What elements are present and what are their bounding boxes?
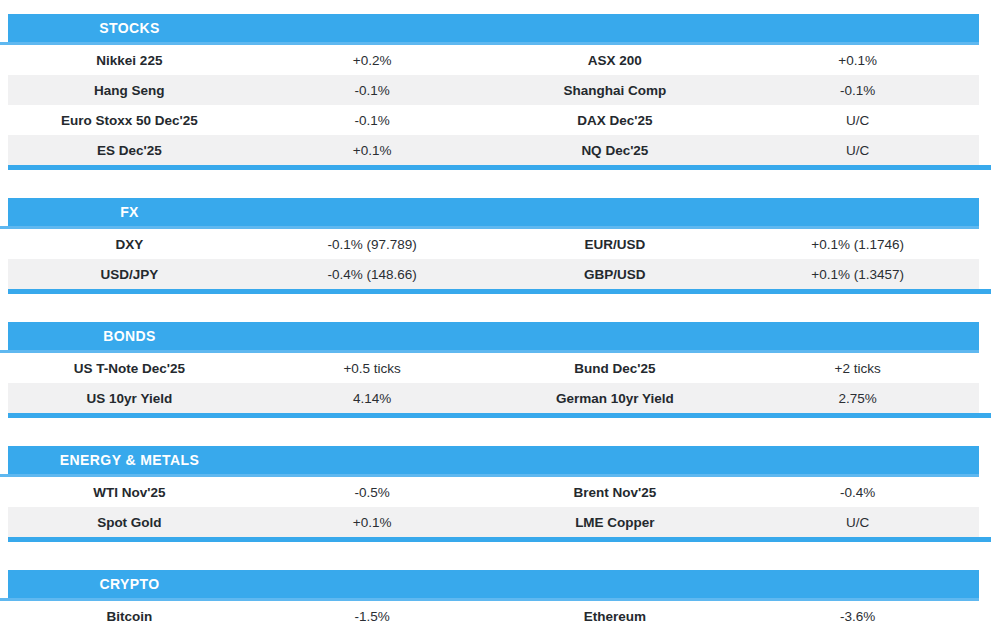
instrument-name: LME Copper [494, 515, 737, 530]
section-bottom-rule [8, 165, 991, 170]
instrument-change: -0.1% [736, 83, 979, 98]
instrument-name: Nikkei 225 [8, 53, 251, 68]
table-row: DXY-0.1% (97.789)EUR/USD+0.1% (1.1746) [8, 229, 979, 259]
instrument-name: German 10yr Yield [494, 391, 737, 406]
table-row: WTI Nov'25-0.5%Brent Nov'25-0.4% [8, 477, 979, 507]
section-title: CRYPTO [8, 576, 251, 592]
instrument-name: ASX 200 [494, 53, 737, 68]
instrument-change: -0.1% (97.789) [251, 237, 494, 252]
instrument-change: -3.6% [736, 609, 979, 624]
section-title: STOCKS [8, 20, 251, 36]
table-row: Bitcoin-1.5%Ethereum-3.6% [8, 601, 979, 631]
table-row: Hang Seng-0.1%Shanghai Comp-0.1% [8, 75, 979, 105]
instrument-name: DAX Dec'25 [494, 113, 737, 128]
instrument-change: +0.1% (1.3457) [736, 267, 979, 282]
instrument-change: -0.5% [251, 485, 494, 500]
instrument-name: Euro Stoxx 50 Dec'25 [8, 113, 251, 128]
section-title: ENERGY & METALS [8, 452, 251, 468]
instrument-change: 2.75% [736, 391, 979, 406]
section-bottom-rule [8, 413, 991, 418]
instrument-change: +0.1% [251, 143, 494, 158]
instrument-change: U/C [736, 143, 979, 158]
instrument-name: NQ Dec'25 [494, 143, 737, 158]
instrument-change: +0.5 ticks [251, 361, 494, 376]
instrument-change: 4.14% [251, 391, 494, 406]
section-title: BONDS [8, 328, 251, 344]
instrument-name: EUR/USD [494, 237, 737, 252]
section-title: FX [8, 204, 251, 220]
instrument-name: ES Dec'25 [8, 143, 251, 158]
section-header-bar: STOCKS [8, 14, 979, 42]
instrument-change: -0.1% [251, 83, 494, 98]
instrument-change: -0.4% [736, 485, 979, 500]
instrument-name: GBP/USD [494, 267, 737, 282]
instrument-name: Spot Gold [8, 515, 251, 530]
instrument-name: Bund Dec'25 [494, 361, 737, 376]
section-header-bar: BONDS [8, 322, 979, 350]
market-section: FX DXY-0.1% (97.789)EUR/USD+0.1% (1.1746)… [0, 198, 991, 294]
instrument-change: +0.1% [251, 515, 494, 530]
instrument-name: Ethereum [494, 609, 737, 624]
instrument-change: +0.1% (1.1746) [736, 237, 979, 252]
market-wrap-page: STOCKSNikkei 225+0.2%ASX 200+0.1%Hang Se… [0, 0, 991, 631]
instrument-name: WTI Nov'25 [8, 485, 251, 500]
instrument-change: U/C [736, 113, 979, 128]
section-header-bar: FX [8, 198, 979, 226]
instrument-change: U/C [736, 515, 979, 530]
instrument-change: +2 ticks [736, 361, 979, 376]
instrument-name: Bitcoin [8, 609, 251, 624]
table-row: US T-Note Dec'25+0.5 ticksBund Dec'25+2 … [8, 353, 979, 383]
section-bottom-rule [8, 289, 991, 294]
table-row: ES Dec'25+0.1%NQ Dec'25U/C [8, 135, 979, 165]
instrument-change: +0.1% [736, 53, 979, 68]
table-row: Euro Stoxx 50 Dec'25-0.1%DAX Dec'25U/C [8, 105, 979, 135]
instrument-change: +0.2% [251, 53, 494, 68]
instrument-change: -0.4% (148.66) [251, 267, 494, 282]
table-row: US 10yr Yield4.14%German 10yr Yield2.75% [8, 383, 979, 413]
instrument-name: Brent Nov'25 [494, 485, 737, 500]
instrument-name: US T-Note Dec'25 [8, 361, 251, 376]
market-section: CRYPTO Bitcoin-1.5%Ethereum-3.6% [0, 570, 991, 631]
market-sections: STOCKSNikkei 225+0.2%ASX 200+0.1%Hang Se… [0, 14, 991, 631]
instrument-name: Shanghai Comp [494, 83, 737, 98]
instrument-change: -1.5% [251, 609, 494, 624]
instrument-change: -0.1% [251, 113, 494, 128]
section-bottom-rule [8, 537, 991, 542]
instrument-name: US 10yr Yield [8, 391, 251, 406]
table-row: USD/JPY-0.4% (148.66)GBP/USD+0.1% (1.345… [8, 259, 979, 289]
market-section: STOCKSNikkei 225+0.2%ASX 200+0.1%Hang Se… [0, 14, 991, 170]
table-row: Spot Gold+0.1%LME CopperU/C [8, 507, 979, 537]
market-section: BONDS US T-Note Dec'25+0.5 ticksBund Dec'… [0, 322, 991, 418]
section-header-bar: ENERGY & METALS [8, 446, 979, 474]
table-row: Nikkei 225+0.2%ASX 200+0.1% [8, 45, 979, 75]
section-header-bar: CRYPTO [8, 570, 979, 598]
instrument-name: DXY [8, 237, 251, 252]
instrument-name: USD/JPY [8, 267, 251, 282]
instrument-name: Hang Seng [8, 83, 251, 98]
market-section: ENERGY & METALS WTI Nov'25-0.5%Brent Nov'… [0, 446, 991, 542]
